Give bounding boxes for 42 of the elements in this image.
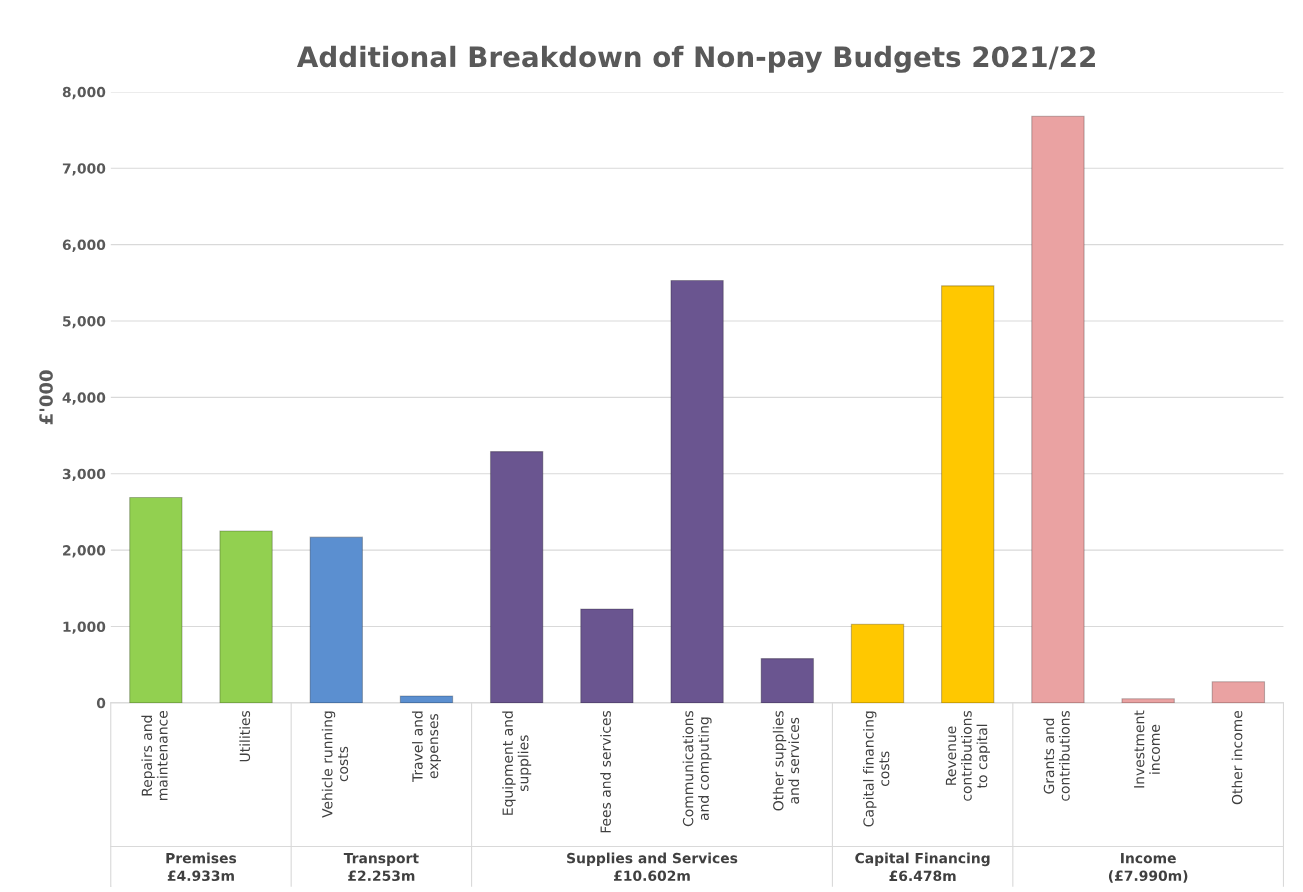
- x-tick-label: Investment income: [1134, 710, 1160, 788]
- y-tick-label: 8,000: [62, 86, 106, 100]
- y-tick-label: 7,000: [62, 163, 106, 176]
- y-tick-label: 2,000: [63, 545, 106, 558]
- bar: [1121, 698, 1175, 703]
- bar: [941, 285, 995, 703]
- x-tick-label: Utilities: [239, 710, 251, 762]
- bar: [760, 658, 815, 703]
- x-tick-label: Other income: [1231, 710, 1243, 805]
- text: Supplies and Services £10.602m: [567, 852, 738, 882]
- x-tick-label: Communications and computing: [682, 710, 712, 827]
- y-tick-label: 4,000: [62, 392, 106, 405]
- bar: [219, 530, 273, 703]
- x-tick-label: Travel and expenses: [411, 711, 441, 783]
- y-tick-label: 6,000: [62, 239, 106, 252]
- x-tick-label: Other supplies and services: [772, 710, 800, 811]
- x-tick-label: Vehicle running costs: [321, 711, 349, 818]
- x-tick-label: Grants and contributions: [1043, 710, 1070, 801]
- y-tick-label: 3,000: [62, 468, 106, 482]
- bar: [1031, 115, 1085, 703]
- x-tick-label: Repairs and maintenance: [141, 710, 168, 800]
- bar: [309, 536, 363, 703]
- y-tick-label: 0: [96, 697, 106, 709]
- y-tick-label: 5,000: [63, 315, 106, 329]
- x-tick-label: Fees and services: [600, 710, 611, 833]
- y-axis-title: £'000: [39, 370, 53, 425]
- bar: [850, 623, 905, 703]
- bar: [489, 451, 544, 703]
- x-tick-label: Capital financing costs: [863, 711, 890, 827]
- bar: [129, 496, 183, 703]
- bar: [1211, 681, 1266, 703]
- chart-title: Additional Breakdown of Non-pay Budgets 2021/22: [296, 45, 1095, 73]
- bar: [580, 608, 634, 703]
- text: Transport £2.253m: [343, 853, 419, 882]
- bar: [399, 695, 454, 703]
- text: Income (£7.990m): [1108, 853, 1188, 883]
- bar: [670, 279, 724, 703]
- x-tick-label: Revenue contributions to capital: [945, 710, 990, 801]
- text: Capital Financing £6.478m: [855, 852, 990, 882]
- x-tick-label: Equipment and supplies: [502, 711, 532, 815]
- text: Premises £4.933m: [166, 852, 237, 882]
- y-tick-label: 1,000: [63, 621, 106, 634]
